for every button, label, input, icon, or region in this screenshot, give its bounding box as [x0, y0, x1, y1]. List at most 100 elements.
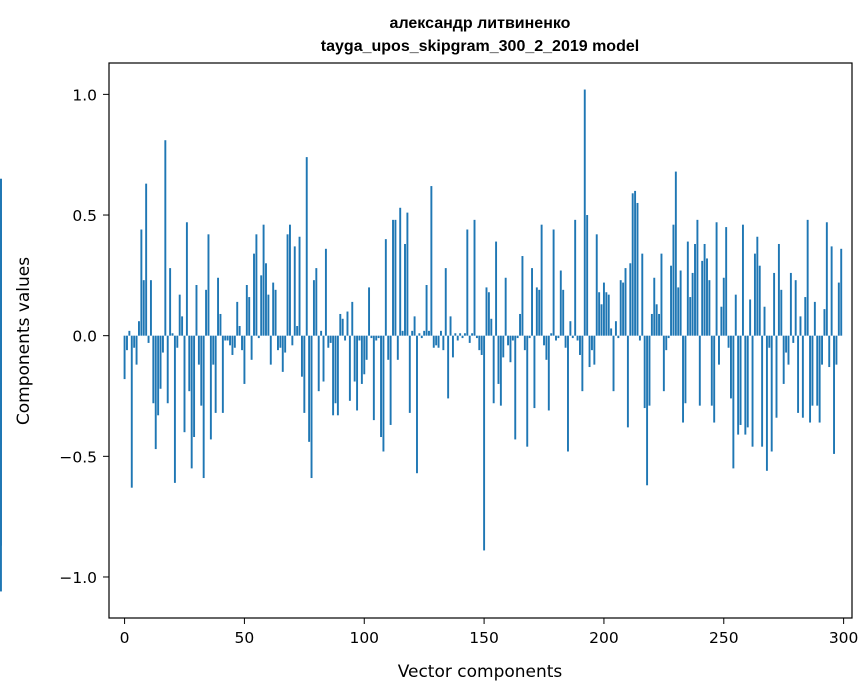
bar-239: [696, 219, 699, 336]
bar-261: [749, 299, 752, 336]
bar-7: [140, 229, 143, 336]
bar-251: [725, 227, 728, 336]
bar-198: [598, 292, 601, 336]
y-tick-label: 0.0: [72, 328, 97, 346]
bar-269: [768, 335, 771, 348]
bar-41: [221, 335, 224, 413]
bar-217: [643, 335, 646, 409]
bar-264: [756, 236, 759, 336]
bar-291: [821, 335, 823, 365]
bar-89: [336, 335, 339, 416]
bar-95: [351, 301, 354, 336]
bar-105: [375, 335, 378, 341]
bar-60: [267, 294, 270, 336]
bar-13: [154, 335, 157, 450]
bar-140: [459, 333, 462, 336]
bar-231: [677, 287, 680, 336]
bar-71: [293, 246, 296, 336]
bar-278: [789, 272, 792, 336]
bar-102: [368, 287, 371, 336]
bar-65: [279, 335, 282, 348]
bar-151: [485, 287, 488, 336]
bar-297: [835, 335, 838, 365]
bar-249: [720, 306, 723, 336]
bar-146: [473, 219, 476, 336]
bar-295: [830, 246, 833, 336]
bar-130: [435, 335, 438, 346]
bar-218: [646, 335, 649, 486]
bar-59: [265, 263, 267, 336]
bar-153: [490, 318, 493, 336]
bar-103: [370, 335, 373, 339]
bar-173: [538, 289, 541, 336]
bar-87: [332, 335, 335, 416]
bar-248: [718, 335, 720, 365]
bar-205: [614, 321, 617, 336]
bar-26: [185, 222, 188, 336]
bar-109: [384, 239, 387, 336]
bar-33: [202, 335, 205, 479]
bar-98: [358, 335, 361, 341]
bar-104: [372, 335, 375, 421]
bar-244: [708, 280, 711, 336]
x-tick-label: 50: [235, 629, 255, 647]
bar-93: [346, 311, 349, 336]
bar-42: [224, 335, 227, 341]
bar-76: [305, 157, 308, 336]
bar-129: [432, 335, 435, 348]
bar-241: [701, 260, 704, 336]
bar-184: [564, 335, 567, 348]
bar-86: [329, 335, 332, 343]
bar-234: [684, 335, 687, 404]
bars: [0, 89, 843, 592]
bar-247: [715, 222, 718, 336]
bar-203: [610, 328, 613, 336]
x-tick-label: 0: [120, 629, 130, 647]
bar-245: [710, 335, 713, 406]
bar-64: [277, 335, 279, 351]
bar-202: [607, 294, 610, 336]
bar-0: [123, 335, 126, 380]
bar-166: [521, 256, 524, 336]
bar-240: [698, 335, 701, 406]
bar-266: [761, 335, 764, 447]
bar-139: [456, 335, 459, 341]
bar-230: [674, 171, 677, 336]
bar-17: [164, 140, 167, 336]
bar-101: [365, 335, 368, 360]
bar-275: [782, 335, 785, 384]
bar-107: [380, 335, 382, 438]
bar-84: [324, 248, 327, 336]
bar-57: [260, 275, 263, 336]
bar-16: [161, 335, 164, 353]
bar-226: [665, 335, 668, 351]
bar-213: [634, 190, 637, 336]
bar-232: [679, 270, 682, 336]
y-tick-label: 0.5: [72, 207, 97, 225]
bar-28: [190, 335, 193, 469]
bar-97: [356, 335, 359, 411]
bar-74: [300, 335, 303, 377]
bar-131: [437, 335, 440, 348]
bar-27: [188, 335, 191, 392]
bar-200: [602, 282, 605, 336]
bar-126: [425, 285, 428, 336]
chart-title: александр литвиненко: [390, 15, 571, 32]
bar-77: [308, 335, 311, 442]
bar-150: [483, 335, 486, 551]
bar-298: [837, 282, 840, 336]
bar-158: [502, 335, 505, 358]
chart-subtitle: tayga_upos_skipgram_300_2_2019 model: [321, 38, 639, 55]
bar-227: [667, 335, 670, 339]
bar-274: [780, 289, 783, 336]
bar-268: [765, 335, 768, 471]
bar-254: [732, 335, 735, 469]
x-axis-label: Vector components: [398, 662, 563, 682]
bar-289: [816, 335, 819, 406]
bar-121: [413, 316, 416, 336]
bar-212: [631, 193, 634, 336]
bar-4: [133, 335, 136, 348]
bar-47: [236, 301, 239, 336]
bar-175: [543, 335, 545, 346]
